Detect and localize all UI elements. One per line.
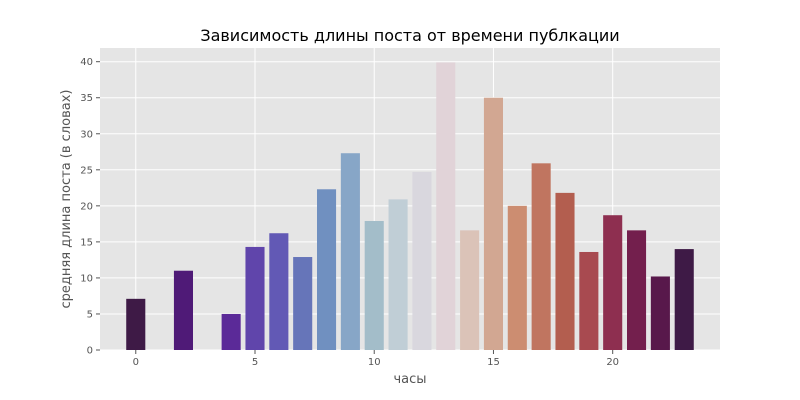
- bar-hour-11: [388, 199, 408, 350]
- bar-hour-15: [483, 97, 503, 350]
- chart-title: Зависимость длины поста от времени публк…: [200, 26, 619, 45]
- bar-hour-5: [245, 246, 265, 350]
- y-axis-label: средняя длина поста (в словах): [59, 90, 74, 309]
- bar-hour-21: [627, 230, 647, 350]
- bar-hour-0: [126, 298, 146, 350]
- y-tick-label: 15: [80, 237, 93, 248]
- x-tick-label: 20: [606, 357, 619, 368]
- y-tick-label: 5: [87, 309, 93, 320]
- y-tick-label: 10: [80, 273, 93, 284]
- bar-hour-10: [364, 220, 384, 350]
- y-tick-label: 30: [80, 129, 93, 140]
- bar-hour-12: [412, 171, 432, 350]
- bar-hour-16: [507, 205, 527, 350]
- y-tick-label: 0: [87, 346, 93, 357]
- y-tick-label: 25: [80, 165, 93, 176]
- bar-hour-7: [293, 257, 313, 350]
- bar-hour-23: [674, 249, 694, 350]
- x-tick-label: 10: [368, 357, 381, 368]
- x-tick-label: 5: [252, 357, 258, 368]
- y-axis-ticks: 0 5 10 15 20 25 30 35 40: [80, 57, 100, 357]
- bars: [126, 62, 694, 350]
- x-tick-label: 0: [133, 357, 139, 368]
- bar-hour-4: [221, 313, 241, 350]
- bar-hour-20: [603, 215, 623, 350]
- x-axis-label: часы: [393, 372, 426, 387]
- bar-hour-19: [579, 251, 599, 350]
- bar-hour-13: [436, 62, 456, 350]
- y-tick-label: 20: [80, 201, 93, 212]
- y-tick-label: 35: [80, 93, 93, 104]
- bar-hour-22: [650, 276, 670, 350]
- x-axis-ticks: 0 5 10 15 20: [133, 350, 619, 368]
- bar-hour-17: [531, 163, 551, 350]
- bar-hour-2: [173, 270, 193, 350]
- bar-hour-8: [317, 189, 337, 350]
- bar-hour-6: [269, 233, 289, 350]
- x-tick-label: 15: [487, 357, 500, 368]
- y-tick-label: 40: [80, 57, 93, 68]
- bar-hour-14: [460, 230, 480, 350]
- bar-hour-18: [555, 192, 575, 350]
- bar-hour-9: [340, 153, 360, 350]
